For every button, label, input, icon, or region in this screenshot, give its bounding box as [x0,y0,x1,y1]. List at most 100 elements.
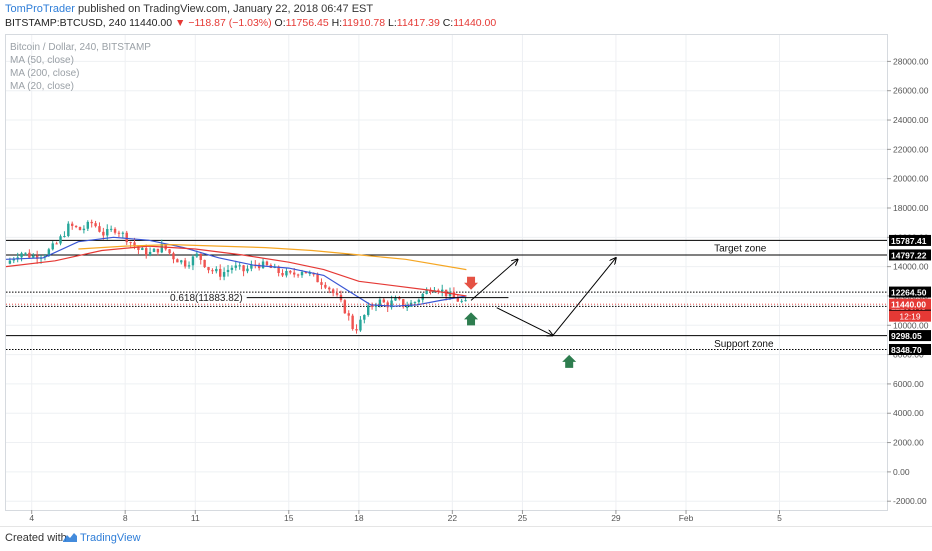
sell-signal-arrow-icon[interactable] [464,276,479,290]
zone-annotation[interactable]: Support zone [714,339,774,350]
candle[interactable] [125,232,128,243]
projection-arrow-up-long[interactable] [552,258,616,336]
candle[interactable] [152,248,156,252]
chart-frame[interactable] [5,34,888,511]
legend-ma200[interactable]: MA (200, close) [10,68,80,79]
candle[interactable] [51,243,54,250]
candle[interactable] [441,289,444,292]
candle[interactable] [187,265,191,267]
candle[interactable] [203,259,206,268]
candle[interactable] [191,256,195,266]
candle[interactable] [133,242,136,247]
candle[interactable] [429,289,432,293]
candle[interactable] [421,293,424,300]
candle[interactable] [102,231,105,236]
candle[interactable] [250,264,253,269]
candle[interactable] [35,255,39,259]
candle[interactable] [265,261,269,266]
candle[interactable] [316,274,319,283]
candle[interactable] [55,243,58,245]
legend-ma20[interactable]: MA (20, close) [10,81,74,92]
candle[interactable] [12,259,15,261]
candle[interactable] [405,306,409,308]
candle[interactable] [47,249,51,257]
candle[interactable] [331,289,335,294]
candle[interactable] [109,228,113,230]
candle[interactable] [180,260,183,263]
price-chart[interactable]: -2000.000.002000.004000.006000.008000.00… [0,0,932,526]
candle[interactable] [367,305,370,315]
ma-50-close-line[interactable] [5,245,467,297]
candle[interactable] [145,248,148,256]
candle[interactable] [277,266,280,274]
candle[interactable] [300,271,304,276]
candle[interactable] [261,261,265,269]
candle[interactable] [304,271,308,274]
candle[interactable] [106,229,109,236]
projection-arrow-down[interactable] [496,307,553,336]
candle[interactable] [211,270,214,272]
candle[interactable] [246,268,249,272]
candle[interactable] [308,272,312,274]
author-link[interactable]: TomProTrader [5,3,75,15]
candle[interactable] [28,252,31,258]
candle[interactable] [129,242,132,244]
candle[interactable] [320,282,323,285]
candle[interactable] [390,300,393,308]
ma-200-close-line[interactable] [78,243,467,271]
candle[interactable] [8,260,12,264]
candle[interactable] [176,259,179,263]
candle[interactable] [59,236,62,244]
candle[interactable] [351,315,354,330]
candle[interactable] [222,272,226,277]
buy-signal-arrow-icon[interactable] [464,312,479,326]
candle[interactable] [82,228,86,231]
candle[interactable] [296,274,300,276]
candle[interactable] [94,223,97,227]
candle[interactable] [370,305,374,307]
candle[interactable] [168,249,171,254]
candle[interactable] [242,265,245,272]
candle[interactable] [141,248,144,250]
candle[interactable] [74,225,78,227]
candle[interactable] [448,291,452,297]
candle[interactable] [425,289,428,294]
candle[interactable] [183,260,187,267]
candle[interactable] [293,272,296,275]
candle[interactable] [285,270,288,276]
candle[interactable] [382,299,386,303]
candle[interactable] [343,300,347,314]
candle[interactable] [281,273,284,276]
candle[interactable] [207,267,210,271]
candle[interactable] [160,243,163,253]
candle[interactable] [137,246,140,250]
candle[interactable] [464,300,467,302]
candle[interactable] [234,265,237,268]
candle[interactable] [199,253,202,260]
candle[interactable] [148,251,152,256]
candle[interactable] [456,297,460,302]
candle[interactable] [324,284,327,288]
candle[interactable] [230,267,234,270]
buy-signal-arrow-icon[interactable] [562,354,577,368]
candle[interactable] [117,232,121,234]
candle[interactable] [335,293,339,295]
candle[interactable] [386,302,389,308]
candle[interactable] [20,253,23,258]
candle[interactable] [71,223,74,226]
candle[interactable] [78,226,82,231]
tradingview-brand[interactable]: TradingView [80,532,141,544]
candle[interactable] [226,269,230,273]
candle[interactable] [378,299,382,305]
candle[interactable] [413,302,417,304]
candle[interactable] [219,268,222,277]
candle[interactable] [363,314,366,320]
projection-arrow-up-short[interactable] [470,259,518,301]
candle[interactable] [86,221,89,229]
candle[interactable] [121,232,125,234]
candle[interactable] [63,236,66,238]
candle[interactable] [90,221,93,224]
zone-annotation[interactable]: Target zone [714,244,767,255]
candle[interactable] [156,248,160,253]
ma-20-close-line[interactable] [5,236,467,307]
